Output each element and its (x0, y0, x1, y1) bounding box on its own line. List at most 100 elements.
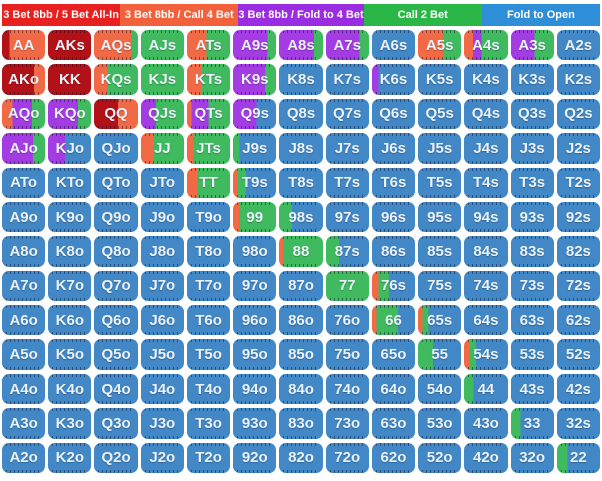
hand-cell-AA[interactable]: AA (2, 30, 46, 61)
hand-cell-K9s[interactable]: K9s (233, 64, 277, 95)
hand-cell-54o[interactable]: 54o (418, 373, 462, 405)
hand-cell-84o[interactable]: 84o (279, 373, 323, 405)
hand-cell-J7o[interactable]: J7o (140, 270, 184, 302)
hand-cell-QJs[interactable]: QJs (140, 98, 184, 130)
hand-cell-J4o[interactable]: J4o (140, 373, 184, 405)
hand-cell-T4s[interactable]: T4s (464, 167, 508, 198)
hand-cell-J5s[interactable]: J5s (418, 133, 462, 164)
hand-cell-A4s[interactable]: A4s (464, 30, 508, 61)
hand-cell-93o[interactable]: 93o (233, 408, 277, 439)
hand-cell-Q8o[interactable]: Q8o (94, 236, 138, 267)
hand-cell-ATo[interactable]: ATo (2, 167, 46, 198)
hand-cell-77[interactable]: 77 (325, 270, 369, 302)
hand-cell-T4o[interactable]: T4o (186, 373, 231, 405)
hand-cell-95s[interactable]: 95s (418, 201, 462, 233)
hand-cell-96o[interactable]: 96o (233, 305, 277, 336)
hand-cell-Q6o[interactable]: Q6o (94, 305, 138, 336)
hand-cell-K7s[interactable]: K7s (325, 64, 369, 95)
hand-cell-98s[interactable]: 98s (279, 201, 323, 233)
hand-cell-73s[interactable]: 73s (510, 270, 554, 302)
hand-cell-75s[interactable]: 75s (418, 270, 462, 302)
hand-cell-74s[interactable]: 74s (464, 270, 508, 302)
legend-item-fold4[interactable]: 3 Bet 8bb / Fold to 4 Bet (238, 4, 364, 26)
hand-cell-82o[interactable]: 82o (279, 442, 323, 473)
hand-cell-Q4s[interactable]: Q4s (464, 98, 508, 130)
legend-item-fold[interactable]: Fold to Open (481, 4, 600, 26)
hand-cell-J2s[interactable]: J2s (556, 133, 600, 164)
hand-cell-65o[interactable]: 65o (371, 339, 416, 370)
hand-cell-72o[interactable]: 72o (325, 442, 369, 473)
hand-cell-55[interactable]: 55 (418, 339, 462, 370)
hand-cell-T7s[interactable]: T7s (325, 167, 369, 198)
hand-cell-JJ[interactable]: JJ (140, 133, 184, 164)
hand-cell-72s[interactable]: 72s (556, 270, 600, 302)
hand-cell-K8o[interactable]: K8o (48, 236, 92, 267)
hand-cell-T5s[interactable]: T5s (418, 167, 462, 198)
hand-cell-95o[interactable]: 95o (233, 339, 277, 370)
hand-cell-A6s[interactable]: A6s (371, 30, 416, 61)
hand-cell-54s[interactable]: 54s (464, 339, 508, 370)
hand-cell-76o[interactable]: 76o (325, 305, 369, 336)
hand-cell-87s[interactable]: 87s (325, 236, 369, 267)
hand-cell-92o[interactable]: 92o (233, 442, 277, 473)
hand-cell-66[interactable]: 66 (371, 305, 416, 336)
hand-cell-92s[interactable]: 92s (556, 201, 600, 233)
hand-cell-Q3o[interactable]: Q3o (94, 408, 138, 439)
hand-cell-AJo[interactable]: AJo (2, 133, 46, 164)
hand-cell-K4o[interactable]: K4o (48, 373, 92, 405)
hand-cell-T3o[interactable]: T3o (186, 408, 231, 439)
hand-cell-52o[interactable]: 52o (418, 442, 462, 473)
hand-cell-J6o[interactable]: J6o (140, 305, 184, 336)
hand-cell-Q7s[interactable]: Q7s (325, 98, 369, 130)
hand-cell-KTo[interactable]: KTo (48, 167, 92, 198)
hand-cell-KJs[interactable]: KJs (140, 64, 184, 95)
hand-cell-A9o[interactable]: A9o (2, 201, 46, 233)
hand-cell-76s[interactable]: 76s (371, 270, 416, 302)
hand-cell-A3s[interactable]: A3s (510, 30, 554, 61)
hand-cell-A2s[interactable]: A2s (556, 30, 600, 61)
hand-cell-Q2o[interactable]: Q2o (94, 442, 138, 473)
hand-cell-42o[interactable]: 42o (464, 442, 508, 473)
hand-cell-KQs[interactable]: KQs (94, 64, 138, 95)
hand-cell-Q5o[interactable]: Q5o (94, 339, 138, 370)
hand-cell-K6s[interactable]: K6s (371, 64, 416, 95)
hand-cell-74o[interactable]: 74o (325, 373, 369, 405)
hand-cell-K3o[interactable]: K3o (48, 408, 92, 439)
hand-cell-KTs[interactable]: KTs (186, 64, 231, 95)
hand-cell-T3s[interactable]: T3s (510, 167, 554, 198)
hand-cell-33[interactable]: 33 (510, 408, 554, 439)
hand-cell-T9s[interactable]: T9s (233, 167, 277, 198)
hand-cell-Q6s[interactable]: Q6s (371, 98, 416, 130)
hand-cell-85s[interactable]: 85s (418, 236, 462, 267)
hand-cell-QTo[interactable]: QTo (94, 167, 138, 198)
hand-cell-Q3s[interactable]: Q3s (510, 98, 554, 130)
hand-cell-64o[interactable]: 64o (371, 373, 416, 405)
hand-cell-JTo[interactable]: JTo (140, 167, 184, 198)
hand-cell-73o[interactable]: 73o (325, 408, 369, 439)
hand-cell-J4s[interactable]: J4s (464, 133, 508, 164)
hand-cell-22[interactable]: 22 (556, 442, 600, 473)
hand-cell-K7o[interactable]: K7o (48, 270, 92, 302)
hand-cell-85o[interactable]: 85o (279, 339, 323, 370)
hand-cell-J9o[interactable]: J9o (140, 201, 184, 233)
hand-cell-K5s[interactable]: K5s (418, 64, 462, 95)
hand-cell-63s[interactable]: 63s (510, 305, 554, 336)
hand-cell-ATs[interactable]: ATs (186, 30, 231, 61)
hand-cell-AKs[interactable]: AKs (48, 30, 92, 61)
hand-cell-42s[interactable]: 42s (556, 373, 600, 405)
hand-cell-A9s[interactable]: A9s (233, 30, 277, 61)
hand-cell-T6o[interactable]: T6o (186, 305, 231, 336)
hand-cell-62o[interactable]: 62o (371, 442, 416, 473)
hand-cell-52s[interactable]: 52s (556, 339, 600, 370)
hand-cell-75o[interactable]: 75o (325, 339, 369, 370)
hand-cell-A4o[interactable]: A4o (2, 373, 46, 405)
hand-cell-64s[interactable]: 64s (464, 305, 508, 336)
hand-cell-83o[interactable]: 83o (279, 408, 323, 439)
hand-cell-J3o[interactable]: J3o (140, 408, 184, 439)
hand-cell-86s[interactable]: 86s (371, 236, 416, 267)
hand-cell-K8s[interactable]: K8s (279, 64, 323, 95)
hand-cell-A8o[interactable]: A8o (2, 236, 46, 267)
hand-cell-K2o[interactable]: K2o (48, 442, 92, 473)
hand-cell-86o[interactable]: 86o (279, 305, 323, 336)
hand-cell-97s[interactable]: 97s (325, 201, 369, 233)
